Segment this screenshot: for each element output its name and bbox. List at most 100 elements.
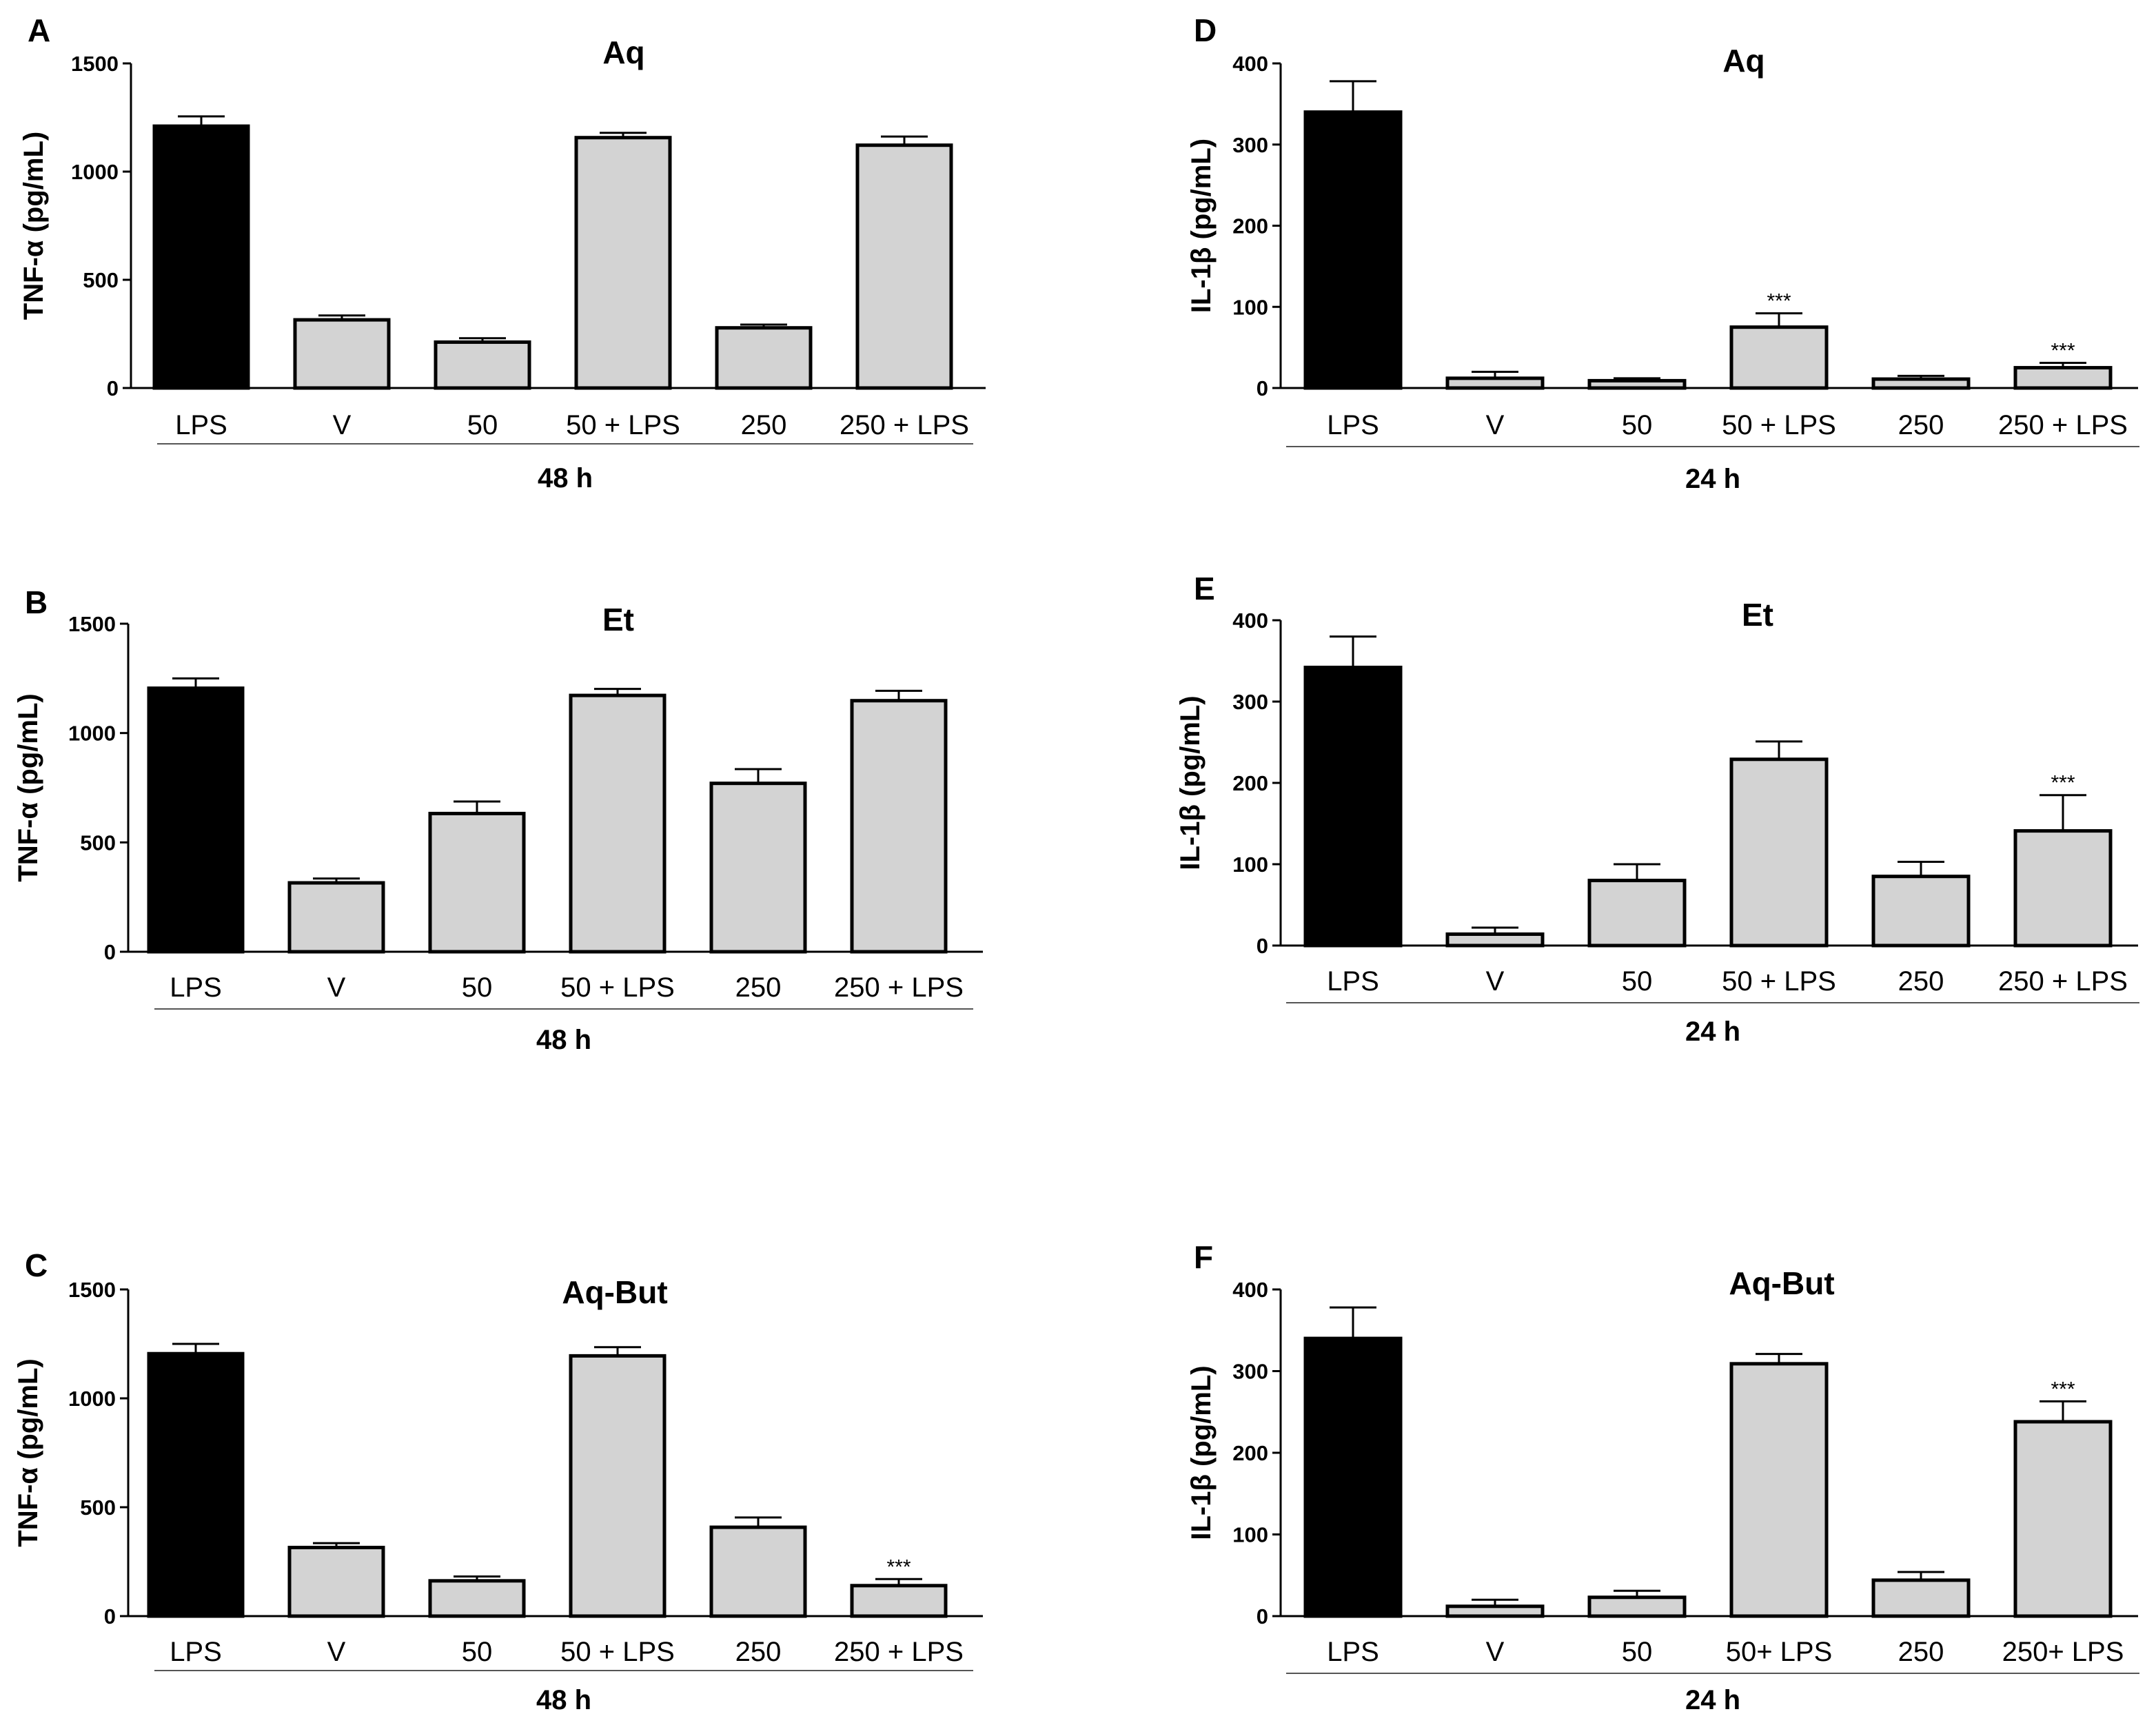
category-label: V — [1486, 410, 1505, 440]
panel-a: A Aq 0 500 1000 1500 TNF-α (pg/mL) LPS V 50 50 + L… — [19, 12, 986, 493]
category-label: 250 + LPS — [1998, 410, 2128, 440]
y-tick-label: 0 — [1257, 376, 1268, 400]
category-label: LPS — [170, 972, 222, 1003]
bar — [434, 340, 531, 390]
bar — [428, 1579, 526, 1618]
y-tick-label: 400 — [1232, 1278, 1268, 1302]
bar — [1587, 1595, 1687, 1618]
y-axis-label: TNF-α (pg/mL) — [13, 1358, 43, 1547]
bar — [850, 699, 948, 954]
y-tick-label: 400 — [1232, 609, 1268, 633]
panel-letter: A — [28, 12, 50, 48]
category-label: 50 + LPS — [560, 1637, 675, 1667]
bar — [1871, 875, 1971, 948]
panel-e: E Et 0 100 200 300 400 IL-1β (pg/mL) LPS V 50 50 + … — [1175, 571, 2139, 1047]
category-label: 50 — [462, 972, 493, 1003]
bar — [1587, 879, 1687, 948]
bar — [1303, 1336, 1403, 1618]
category-label: 250 + LPS — [1998, 966, 2128, 997]
y-tick-label: 300 — [1232, 133, 1268, 157]
category-label: V — [1486, 966, 1505, 997]
category-label: 250 — [1898, 410, 1944, 440]
category-label: 250 — [1898, 966, 1944, 997]
category-label: V — [1486, 1637, 1505, 1667]
category-label: 50+ LPS — [1726, 1637, 1833, 1667]
y-axis-label: TNF-α (pg/mL) — [13, 693, 43, 881]
chart-title: Aq-But — [1729, 1265, 1834, 1301]
panel-letter: B — [25, 584, 48, 620]
x-axis-label: 24 h — [1685, 1685, 1740, 1715]
category-label: V — [327, 972, 346, 1003]
category-label: 250 — [735, 972, 782, 1003]
category-label: 250 + LPS — [834, 972, 964, 1003]
y-tick-label: 500 — [80, 1496, 116, 1520]
bar — [287, 881, 385, 954]
y-tick-label: 0 — [107, 376, 119, 400]
category-label: 50 — [1622, 1637, 1653, 1667]
bar — [1303, 110, 1403, 390]
category-label: V — [327, 1637, 346, 1667]
category-label: 250 + LPS — [840, 410, 969, 440]
bar — [1729, 1362, 1829, 1618]
category-label: 50 — [1622, 410, 1653, 440]
y-tick-label: 100 — [1232, 1523, 1268, 1547]
chart-title: Aq — [602, 34, 644, 70]
category-label: V — [333, 410, 352, 440]
y-axis-label: IL-1β (pg/mL) — [1175, 695, 1206, 870]
category-label: 50 + LPS — [566, 410, 680, 440]
bar — [569, 1354, 667, 1618]
bar — [709, 782, 807, 954]
significance-marker: *** — [2051, 339, 2075, 362]
bar — [709, 1525, 807, 1618]
category-label: LPS — [1327, 966, 1379, 997]
panel-letter: C — [25, 1247, 48, 1283]
category-label: 50 + LPS — [1722, 966, 1836, 997]
bar — [569, 693, 667, 954]
category-label: 50 — [462, 1637, 493, 1667]
x-axis-label: 24 h — [1685, 1017, 1740, 1047]
chart-title: Aq — [1722, 43, 1765, 79]
bar — [855, 143, 953, 390]
x-axis-label: 48 h — [538, 463, 593, 493]
bar — [1729, 325, 1829, 390]
bar — [1445, 1604, 1545, 1618]
y-axis-label: TNF-α (pg/mL) — [19, 132, 49, 320]
panel-c: C Aq-But 0 500 1000 1500 TNF-α (pg/mL) LPS V 50 50… — [13, 1247, 983, 1715]
bar — [147, 1351, 245, 1618]
chart-title: Et — [1742, 597, 1773, 633]
category-label: 250 + LPS — [834, 1637, 964, 1667]
category-label: LPS — [170, 1637, 222, 1667]
bar — [1729, 757, 1829, 948]
category-label: LPS — [1327, 1637, 1379, 1667]
category-label: 50 — [467, 410, 498, 440]
chart-title: Et — [602, 602, 634, 637]
y-tick-label: 400 — [1232, 52, 1268, 76]
y-tick-label: 300 — [1232, 1360, 1268, 1384]
bar — [293, 318, 391, 390]
x-axis-label: 24 h — [1685, 464, 1740, 494]
y-tick-label: 0 — [104, 940, 116, 964]
y-tick-label: 1000 — [68, 1387, 116, 1411]
category-label: 50 + LPS — [1722, 410, 1836, 440]
y-tick-label: 1000 — [71, 160, 119, 184]
panel-letter: E — [1194, 571, 1215, 606]
significance-marker: *** — [2051, 772, 2075, 795]
y-axis-label: IL-1β (pg/mL) — [1186, 139, 1217, 313]
y-tick-label: 200 — [1232, 214, 1268, 238]
chart-title: Aq-But — [562, 1274, 667, 1310]
category-label: 250 — [1898, 1637, 1944, 1667]
category-label: 250 — [741, 410, 787, 440]
category-label: 50 + LPS — [560, 972, 675, 1003]
significance-marker: *** — [1767, 290, 1791, 313]
bar — [1445, 376, 1545, 390]
x-axis-label: 48 h — [536, 1025, 591, 1055]
bar — [2013, 1420, 2113, 1618]
bar — [715, 326, 813, 390]
bar — [1871, 377, 1971, 390]
y-tick-label: 1500 — [68, 612, 116, 636]
bar — [287, 1545, 385, 1618]
panel-letter: F — [1194, 1239, 1213, 1275]
y-tick-label: 200 — [1232, 771, 1268, 795]
category-label: 250+ LPS — [2002, 1637, 2124, 1667]
bar — [2013, 829, 2113, 948]
